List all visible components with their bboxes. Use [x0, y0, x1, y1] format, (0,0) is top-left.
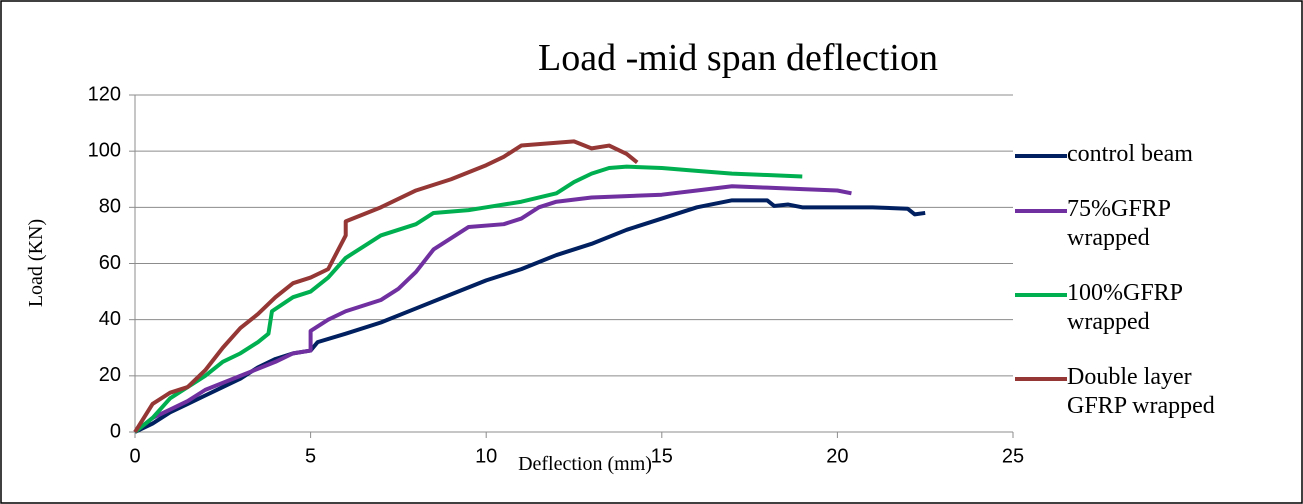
legend: control beam 75%GFRP wrapped 100%GFRP wrap…	[1015, 140, 1255, 447]
x-tick-label: 15	[651, 445, 673, 467]
legend-swatch	[1015, 377, 1067, 381]
y-axis-label: Load (KN)	[25, 219, 47, 307]
y-tick-label: 100	[88, 139, 121, 161]
series-line	[133, 184, 852, 434]
y-tick-label: 40	[99, 308, 121, 330]
chart-title: Load -mid span deflection	[538, 37, 938, 79]
x-tick-label: 10	[475, 445, 497, 467]
legend-item: 100%GFRP wrapped	[1015, 279, 1255, 337]
legend-swatch	[1015, 293, 1067, 297]
series-line	[133, 164, 803, 434]
y-tick-label: 80	[99, 196, 121, 218]
series-line	[134, 198, 926, 434]
legend-label: Double layer GFRP wrapped	[1067, 364, 1215, 419]
series-line	[133, 139, 639, 434]
legend-label: control beam	[1067, 141, 1193, 167]
legend-label: 100%GFRP wrapped	[1067, 280, 1183, 335]
legend-label: 75%GFRP wrapped	[1067, 196, 1171, 251]
x-tick-label: 25	[1002, 445, 1024, 467]
y-tick-label: 120	[88, 83, 121, 105]
y-tick-label: 20	[99, 364, 121, 386]
x-axis-label: Deflection (mm)	[518, 453, 652, 475]
legend-swatch	[1015, 209, 1067, 213]
x-tick-label: 5	[305, 445, 316, 467]
legend-swatch	[1015, 154, 1067, 158]
x-tick-label: 20	[826, 445, 848, 467]
legend-item: control beam	[1015, 140, 1255, 169]
legend-item: Double layer GFRP wrapped	[1015, 363, 1255, 421]
x-tick-label: 0	[129, 445, 140, 467]
y-tick-label: 60	[99, 252, 121, 274]
legend-item: 75%GFRP wrapped	[1015, 195, 1255, 253]
y-tick-label: 0	[110, 420, 121, 442]
